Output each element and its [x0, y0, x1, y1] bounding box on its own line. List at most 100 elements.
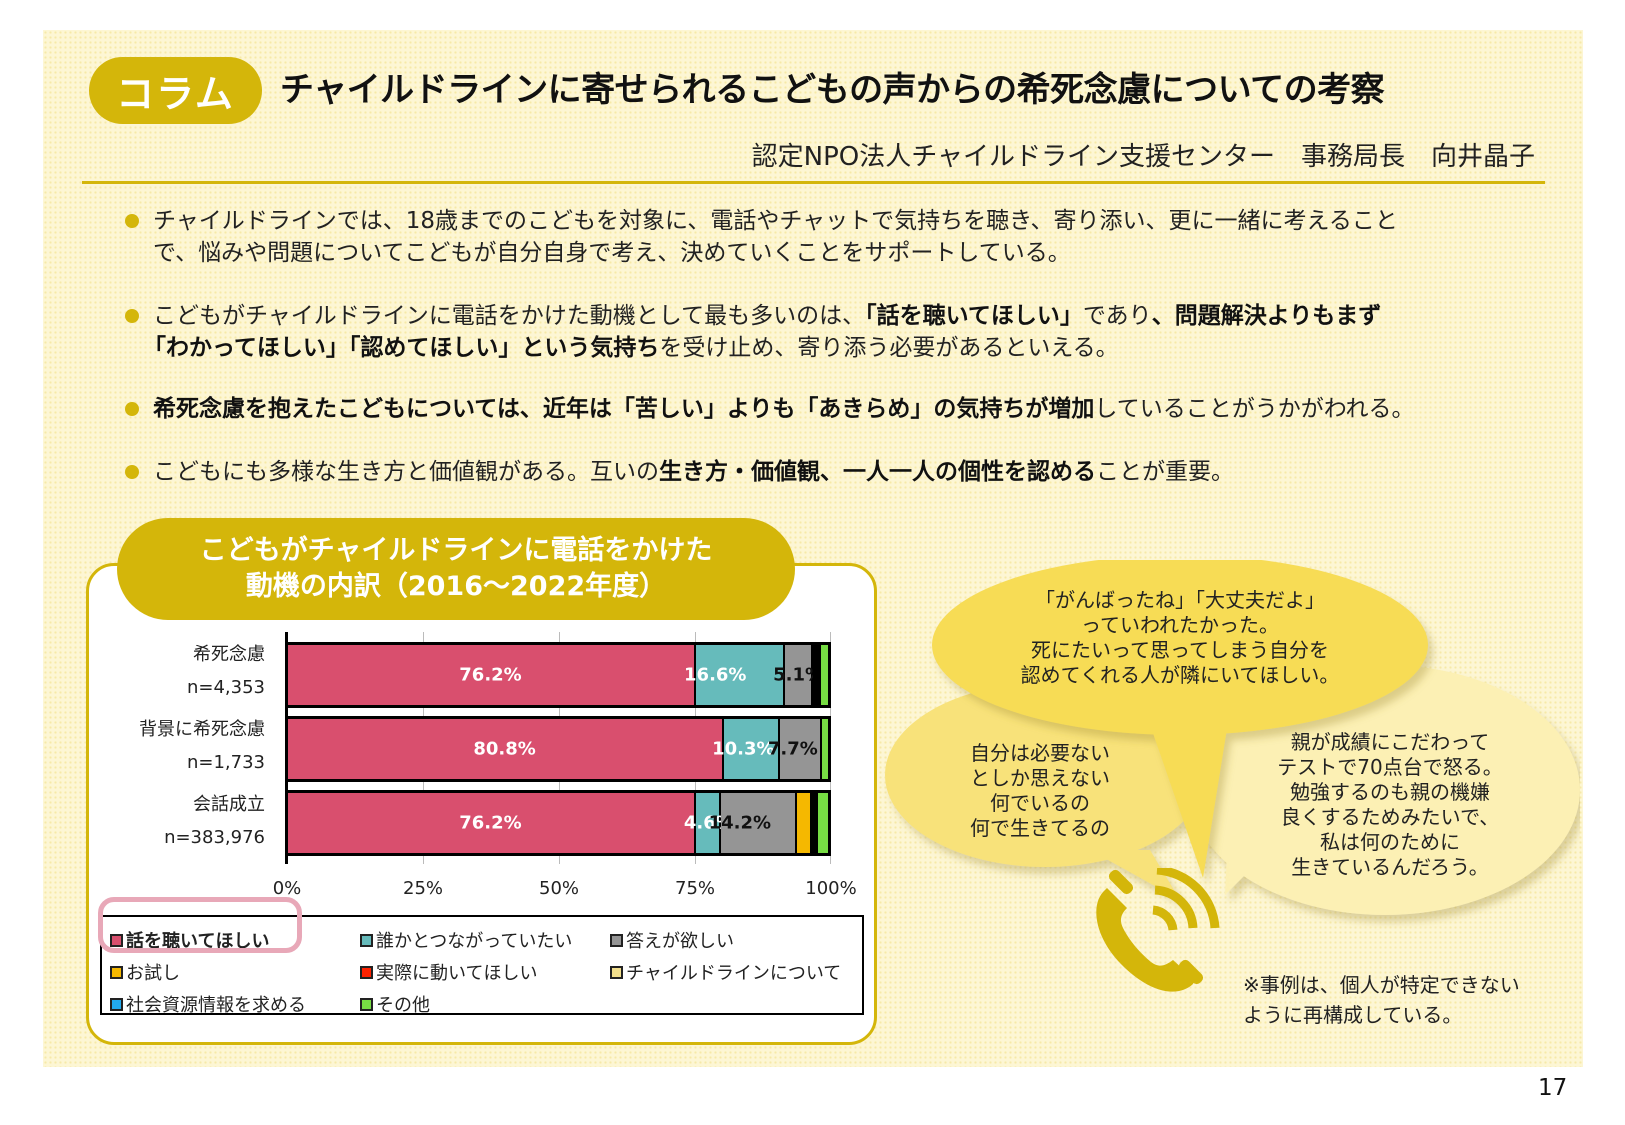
chart-title: こどもがチャイルドラインに電話をかけた 動機の内訳（2016～2022年度） [117, 518, 795, 620]
bullet-emphasis: 「話を聴いてほしい」 [865, 303, 1083, 329]
legend-item: 社会資源情報を求める [110, 991, 306, 1017]
x-tick: 0% [272, 878, 302, 899]
footnote-line: ように再構成している。 [1243, 1003, 1463, 1027]
speech-bubble-right: 親が成績にこだわって テストで70点台で怒る。 勉強するのも親の機嫌 良くするた… [1255, 730, 1525, 880]
legend-label: 答えが欲しい [626, 931, 734, 952]
legend-label: 社会資源情報を求める [126, 995, 306, 1016]
bar-value-label: 16.6% [684, 664, 747, 686]
stacked-bar-plot: 76.2% 16.6% 5.1% 80.8% 10.3% 7.7% 76.2% 4.6% 1… [285, 632, 831, 864]
author-line: 認定NPO法人チャイルドライン支援センター 事務局長 向井晶子 [751, 142, 1535, 172]
legend-label: チャイルドラインについて [626, 963, 842, 984]
bar-segment [796, 793, 812, 853]
bullet-dot-icon [125, 214, 139, 228]
bar-row: 80.8% 10.3% 7.7% [287, 716, 831, 782]
bar-segment [817, 793, 828, 853]
bar-segment: 76.2% [287, 645, 697, 705]
bar-value-label: 14.2% [708, 812, 772, 834]
legend-label: 誰かとつながっていたい [376, 931, 573, 952]
bubble-line: 生きているんだろう。 [1291, 855, 1489, 879]
legend-label: 実際に動いてほしい [376, 963, 538, 984]
bubble-line: 良くするためみたいで、 [1280, 805, 1500, 829]
bar-segment [813, 793, 816, 853]
bullet-item: 希死念慮を抱えたこどもについては、近年は「苦しい」よりも「あきらめ」の気持ちが増… [125, 393, 1415, 425]
bullet-dot-icon [125, 402, 139, 416]
category-label: 背景に希死念慮 [139, 719, 265, 740]
bar-value-label: 7.7% [767, 738, 818, 760]
chart-title-line: こどもがチャイルドラインに電話をかけた [199, 535, 713, 566]
bullet-dot-icon [125, 465, 139, 479]
bubble-line: 死にたいって思ってしまう自分を [1031, 638, 1329, 662]
legend-swatch-icon [610, 933, 623, 947]
bubble-line: 勉強するのも親の機嫌 [1290, 780, 1490, 804]
bullet-item: こどもにも多様な生き方と価値観がある。互いの生き方・価値観、一人一人の個性を認め… [125, 456, 1234, 488]
bar-segment: 16.6% [684, 645, 786, 705]
chart-title-line: 動機の内訳（2016～2022年度） [245, 571, 667, 602]
phone-ringing-icon [1096, 868, 1220, 992]
x-tick: 100% [805, 878, 857, 899]
bubble-line: テストで70点台で怒る。 [1277, 755, 1503, 779]
bullet-emphasis: 「わかってほしい」「認めてほしい」という気持ち [143, 335, 660, 361]
bullet-text: で、悩みや問題についてこどもが自分自身で考え、決めていくことをサポートしている。 [153, 240, 1071, 266]
bar-segment [820, 645, 828, 705]
bar-segment: 76.2% [287, 793, 696, 853]
bar-segment: 14.2% [709, 793, 797, 853]
bubble-line: 親が成績にこだわって [1290, 730, 1490, 754]
bubble-line: 「がんばったね」「大丈夫だよ」 [1035, 588, 1325, 612]
bubble-line: 何でいるの [990, 791, 1090, 815]
bullet-text: こどもがチャイルドラインに電話をかけた動機として最も多いのは、 [153, 303, 866, 329]
speech-bubble-top: 「がんばったね」「大丈夫だよ」 っていわれたかった。 死にたいって思ってしまう自… [1010, 588, 1350, 688]
legend-item: 答えが欲しい [610, 927, 734, 953]
chart-legend: 話を聴いてほしい 誰かとつながっていたい 答えが欲しいお試し 実際に動いてほしい チャイ… [100, 915, 864, 1017]
legend-swatch-icon [360, 933, 373, 947]
column-tag: コラム [89, 57, 262, 124]
bullet-text: こどもにも多様な生き方と価値観がある。互いの [153, 459, 659, 485]
y-axis [285, 632, 288, 864]
bar-value-label: 80.8% [473, 738, 536, 760]
bullet-text: していることがうかがわれる。 [1094, 396, 1415, 422]
category-label: 会話成立 [193, 794, 265, 815]
legend-label: お試し [126, 963, 180, 984]
legend-swatch-icon [110, 965, 123, 979]
bar-segment [814, 645, 817, 705]
header-divider [82, 181, 1545, 184]
legend-swatch-icon [360, 965, 373, 979]
x-tick: 25% [402, 878, 444, 899]
footnote: ※事例は、個人が特定できない ように再構成している。 [1243, 970, 1520, 1030]
bar-value-label: 76.2% [459, 664, 522, 686]
bullet-item: チャイルドラインでは、18歳までのこどもを対象に、電話やチャットで気持ちを聴き、… [125, 205, 1398, 269]
bar-value-label: 5.1% [773, 664, 824, 686]
bullet-emphasis: 希死念慮を抱えたこどもについては、近年は「苦しい」よりも「あきらめ」の気持ちが増… [153, 396, 1095, 422]
legend-swatch-icon [360, 997, 373, 1011]
bar-segment [816, 645, 819, 705]
bullet-text: チャイルドラインでは、18歳までのこどもを対象に、電話やチャットで気持ちを聴き、… [153, 208, 1398, 234]
category-n: n=1,733 [186, 752, 265, 773]
bullet-text: ことが重要。 [1096, 459, 1234, 485]
bar-row: 76.2% 16.6% 5.1% [287, 642, 831, 708]
legend-label: 話を聴いてほしい [126, 931, 270, 952]
legend-item: 誰かとつながっていたい [360, 927, 572, 953]
bar-segment [821, 719, 828, 779]
speech-bubbles-graphic [885, 560, 1580, 915]
bar-segment [811, 793, 814, 853]
bubble-line: 何で生きてるの [970, 816, 1110, 840]
bar-row: 76.2% 4.6% 14.2% [287, 790, 831, 856]
footnote-line: ※事例は、個人が特定できない [1243, 973, 1520, 997]
bar-segment: 7.7% [768, 719, 822, 779]
category-n: n=4,353 [186, 677, 265, 698]
bullet-dot-icon [125, 309, 139, 323]
bar-value-label: 76.2% [459, 812, 522, 834]
legend-item: お試し [110, 959, 180, 985]
bullet-item: こどもがチャイルドラインに電話をかけた動機として最も多いのは、「話を聴いてほしい… [125, 300, 1381, 364]
bullet-text: を受け止め、寄り添う必要があるといえる。 [659, 335, 1119, 361]
bar-segment: 80.8% [287, 719, 725, 779]
bubble-line: っていわれたかった。 [1081, 613, 1279, 637]
category-n: n=383,976 [164, 827, 265, 848]
speech-bubble-left: 自分は必要ない としか思えない 何でいるの 何で生きてるの [930, 741, 1150, 841]
bar-segment: 5.1% [773, 645, 823, 705]
page-title: チャイルドラインに寄せられるこどもの声からの希死念慮についての考察 [280, 70, 1385, 110]
category-label: 希死念慮 [193, 644, 265, 665]
x-tick: 75% [674, 878, 716, 899]
bullet-emphasis: 生き方・価値観、一人一人の個性を認める [659, 459, 1096, 485]
bubble-line: 私は何のために [1320, 830, 1460, 854]
bar-segment: 10.3% [712, 719, 780, 779]
